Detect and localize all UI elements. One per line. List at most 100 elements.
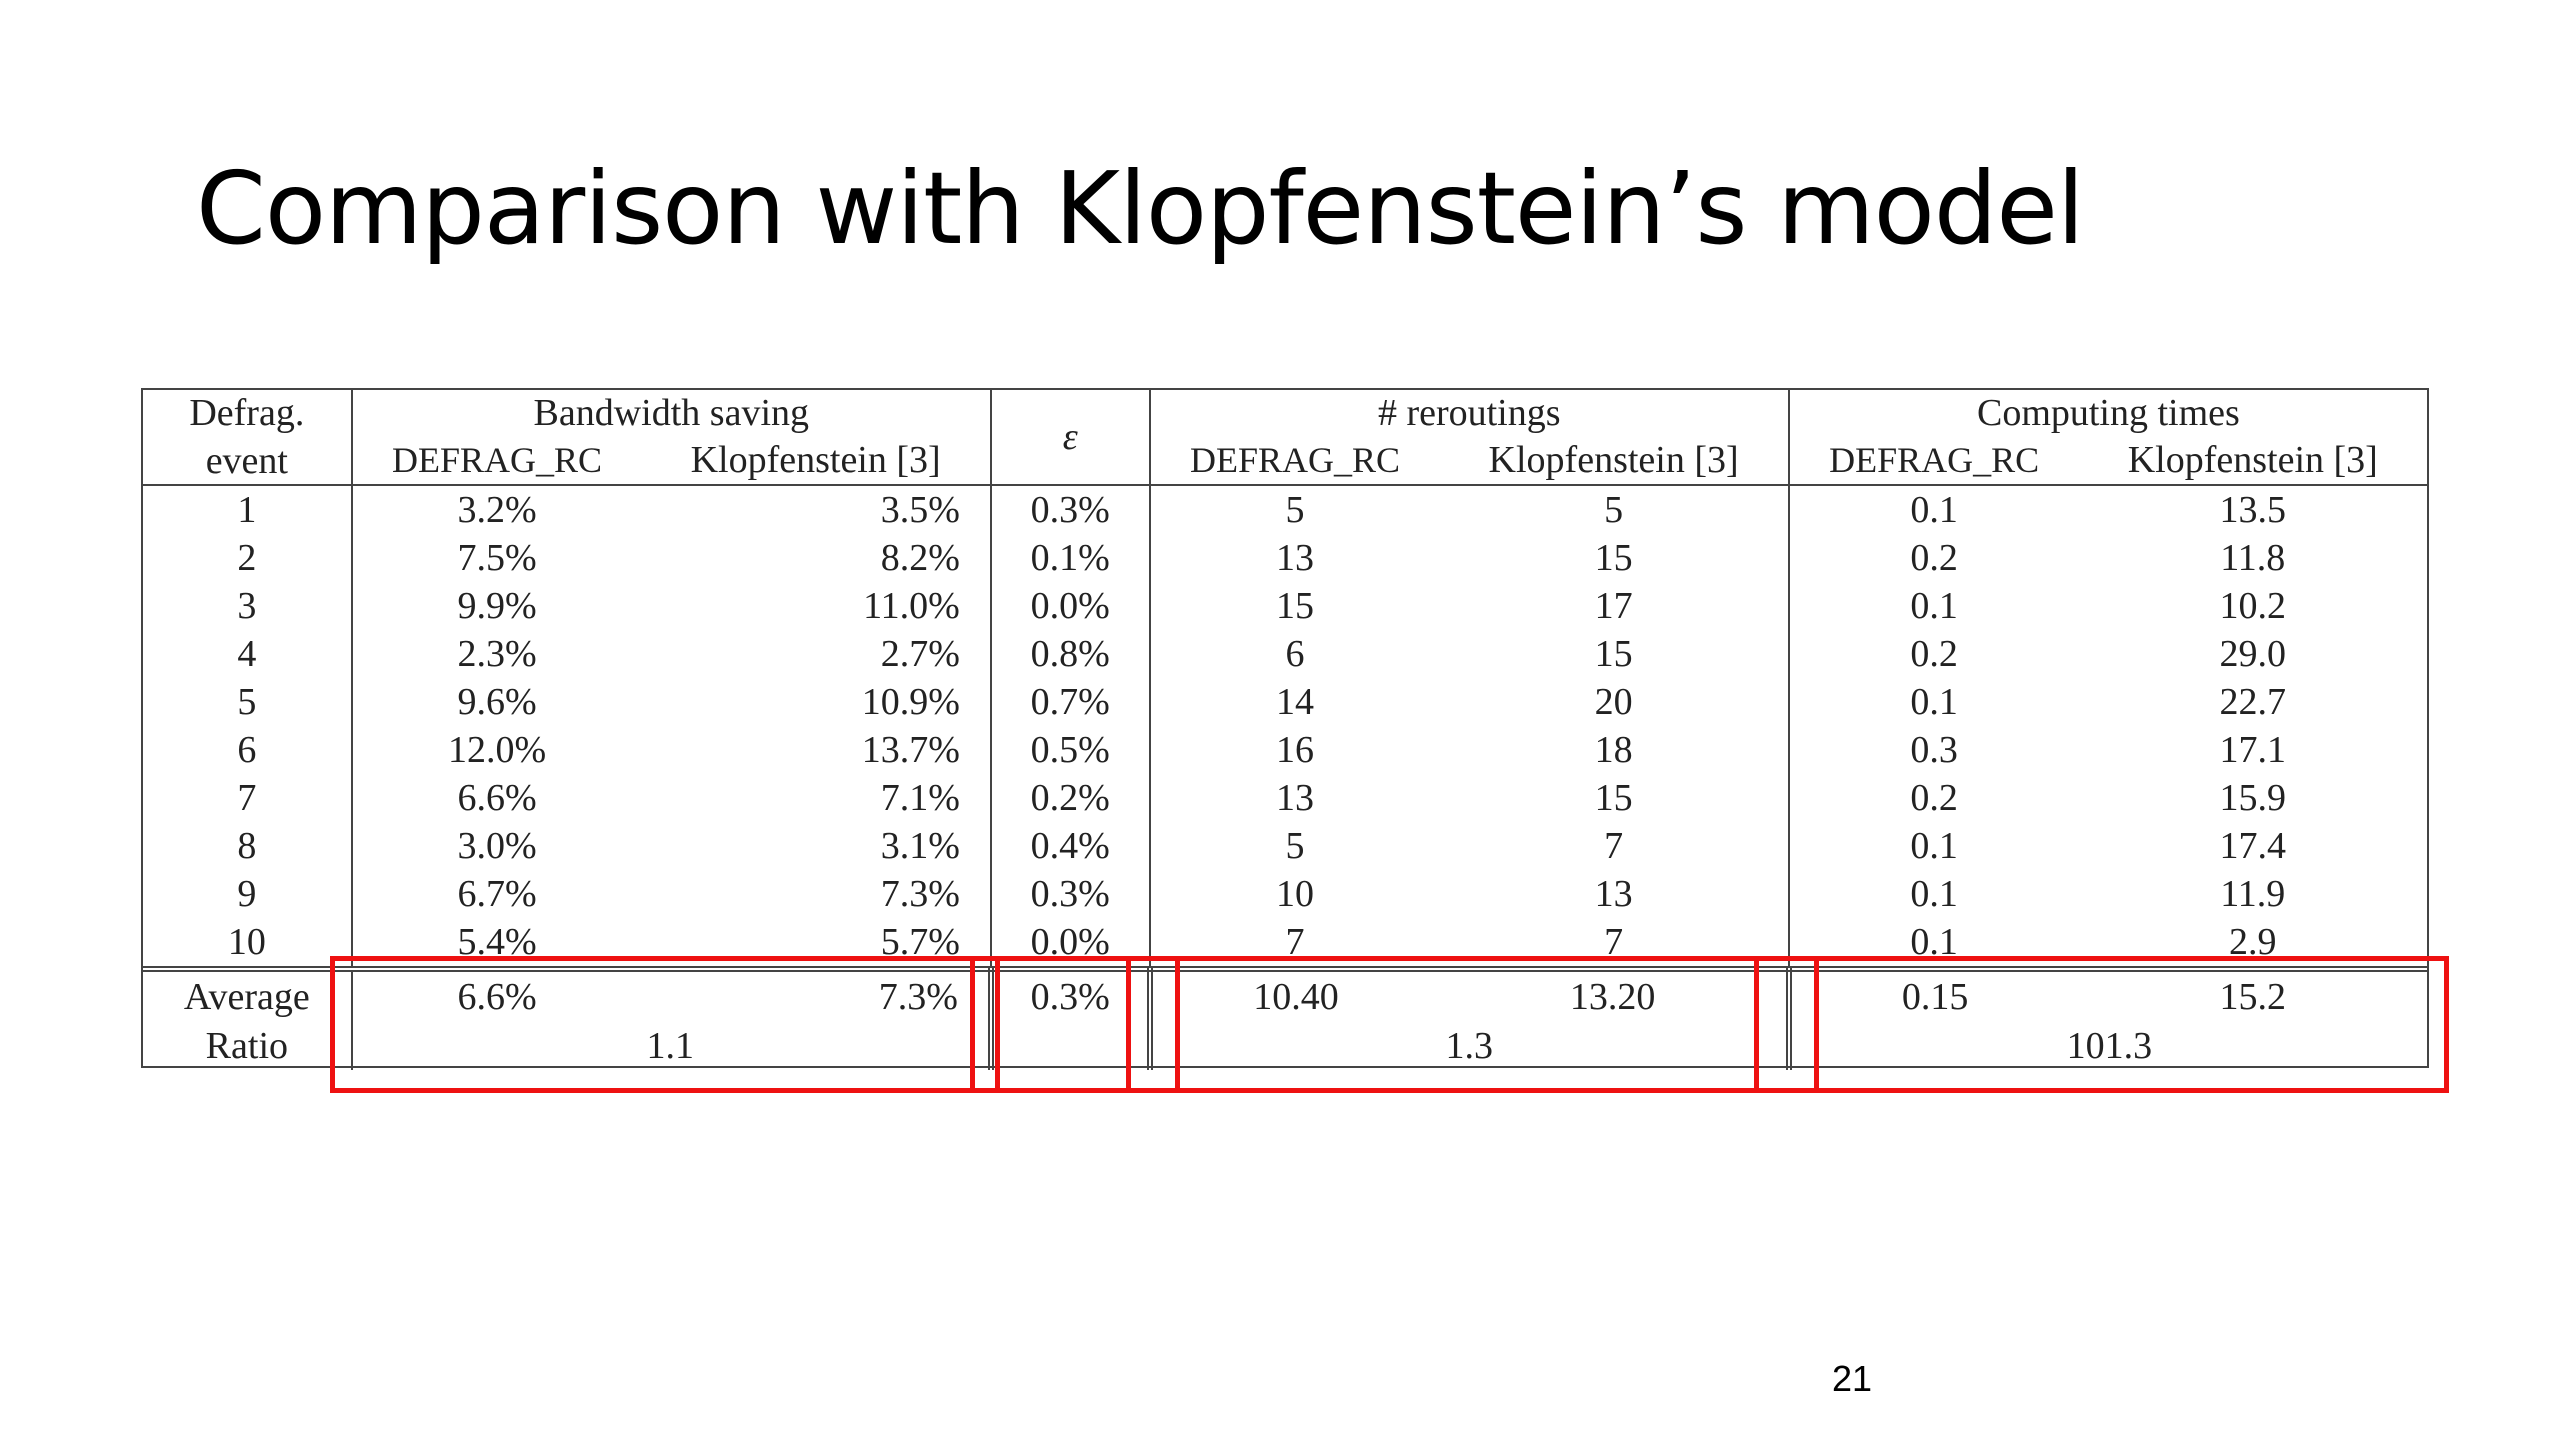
cell-rr-defrag: 13 — [1276, 537, 1315, 579]
cell-bw-defrag: 3.0% — [457, 825, 537, 867]
header-bw-klop: Klopfenstein [3] — [641, 436, 992, 486]
ratio-bandwidth: 1.1 — [351, 1022, 994, 1070]
cell-ct-klop: 15.9 — [2219, 777, 2287, 819]
cell-epsilon: 0.2% — [990, 774, 1151, 822]
cell-rr-klop: 17 — [1439, 582, 1790, 630]
cell-ct-klop: 22.7 — [2219, 681, 2287, 723]
ratio-label: Ratio — [143, 1022, 353, 1070]
cell-ct-defrag: 0.1 — [1910, 681, 1958, 723]
cell-ct-defrag: 0.2 — [1910, 537, 1958, 579]
header-event: Defrag. event — [143, 390, 353, 486]
cell-rr-klop: 5 — [1439, 485, 1790, 534]
table-row: 6 12.0% 13.7% 0.5% 16 18 0.3 17.1 — [143, 726, 2427, 774]
cell-rr-klop: 13 — [1439, 870, 1790, 918]
cell-bw-defrag: 6.7% — [457, 873, 537, 915]
average-rr-klop: 13.20 — [1439, 966, 1792, 1022]
cell-rr-defrag: 14 — [1276, 681, 1315, 723]
ratio-epsilon-empty — [990, 1022, 1153, 1070]
highlight-box-epsilon — [970, 956, 1180, 1093]
cell-rr-defrag: 5 — [1285, 825, 1305, 867]
cell-ct-defrag: 0.3 — [1910, 729, 1958, 771]
slide-title: Comparison with Klopfenstein’s model — [196, 150, 2085, 267]
cell-ct-klop: 29.0 — [2219, 633, 2287, 675]
cell-ct-defrag: 0.2 — [1910, 777, 1958, 819]
average-epsilon: 0.3% — [990, 966, 1153, 1022]
header-event-line1: Defrag. — [189, 392, 305, 434]
cell-event: 4 — [143, 630, 353, 678]
average-rr-defrag: 10.40 — [1149, 966, 1440, 1022]
cell-bw-defrag: 9.9% — [457, 585, 537, 627]
cell-ct-klop: 11.8 — [2220, 537, 2286, 579]
cell-event: 6 — [143, 726, 353, 774]
page-number: 21 — [1832, 1358, 1873, 1399]
cell-rr-defrag: 15 — [1276, 585, 1315, 627]
cell-ct-klop: 11.9 — [2220, 873, 2286, 915]
cell-event: 7 — [143, 774, 353, 822]
cell-rr-defrag: 5 — [1285, 489, 1305, 531]
cell-rr-defrag: 10 — [1276, 873, 1315, 915]
cell-bw-klop: 2.7% — [641, 630, 992, 678]
cell-bw-klop: 3.5% — [641, 485, 992, 534]
cell-event: 3 — [143, 582, 353, 630]
header-ct-defrag: DEFRAG_RC — [1788, 436, 2079, 486]
cell-rr-defrag: 16 — [1276, 729, 1315, 771]
cell-epsilon: 0.3% — [990, 485, 1151, 534]
average-ct-defrag: 0.15 — [1788, 966, 2079, 1022]
header-rr-defrag: DEFRAG_RC — [1149, 436, 1440, 486]
cell-bw-klop: 8.2% — [641, 534, 992, 582]
cell-ct-klop: 17.1 — [2219, 729, 2287, 771]
highlight-box-computing — [1754, 956, 2449, 1093]
header-reroutings: # reroutings — [1149, 390, 1790, 436]
cell-event: 9 — [143, 870, 353, 918]
cell-ct-klop: 10.2 — [2219, 585, 2287, 627]
cell-bw-defrag: 9.6% — [457, 681, 537, 723]
highlight-box-reroutings — [1126, 956, 1819, 1093]
average-label: Average — [143, 966, 353, 1022]
cell-rr-defrag: 7 — [1285, 921, 1305, 963]
header-ct-klop: Klopfenstein [3] — [2078, 436, 2427, 486]
cell-event: 1 — [143, 485, 353, 534]
cell-ct-defrag: 0.2 — [1910, 633, 1958, 675]
cell-rr-klop: 15 — [1439, 774, 1790, 822]
cell-epsilon: 0.5% — [990, 726, 1151, 774]
table-row: 4 2.3% 2.7% 0.8% 6 15 0.2 29.0 — [143, 630, 2427, 678]
cell-rr-defrag: 13 — [1276, 777, 1315, 819]
header-event-line2: event — [205, 440, 288, 482]
cell-bw-klop: 7.1% — [641, 774, 992, 822]
cell-bw-defrag: 7.5% — [457, 537, 537, 579]
cell-rr-klop: 15 — [1439, 630, 1790, 678]
header-bandwidth: Bandwidth saving — [351, 390, 992, 436]
table-row: 2 7.5% 8.2% 0.1% 13 15 0.2 11.8 — [143, 534, 2427, 582]
cell-ct-klop: 13.5 — [2219, 489, 2287, 531]
table-row: 9 6.7% 7.3% 0.3% 10 13 0.1 11.9 — [143, 870, 2427, 918]
table-row: 7 6.6% 7.1% 0.2% 13 15 0.2 15.9 — [143, 774, 2427, 822]
cell-rr-klop: 20 — [1439, 678, 1790, 726]
cell-event: 5 — [143, 678, 353, 726]
highlight-box-bandwidth — [330, 956, 1000, 1093]
cell-bw-klop: 7.3% — [641, 870, 992, 918]
cell-epsilon: 0.1% — [990, 534, 1151, 582]
header-bw-defrag: DEFRAG_RC — [351, 436, 642, 486]
cell-ct-defrag: 0.1 — [1910, 921, 1958, 963]
average-bw-klop: 7.3% — [641, 966, 994, 1022]
cell-bw-defrag: 3.2% — [457, 489, 537, 531]
cell-bw-klop: 10.9% — [641, 678, 992, 726]
average-ct-klop: 15.2 — [2078, 966, 2427, 1022]
cell-epsilon: 0.7% — [990, 678, 1151, 726]
header-epsilon: ε — [990, 390, 1151, 486]
cell-event: 10 — [143, 918, 353, 969]
cell-ct-klop: 2.9 — [2229, 921, 2277, 963]
cell-epsilon: 0.3% — [990, 870, 1151, 918]
cell-ct-defrag: 0.1 — [1910, 873, 1958, 915]
cell-bw-klop: 13.7% — [641, 726, 992, 774]
cell-bw-defrag: 2.3% — [457, 633, 537, 675]
cell-ct-defrag: 0.1 — [1910, 585, 1958, 627]
table-row: 5 9.6% 10.9% 0.7% 14 20 0.1 22.7 — [143, 678, 2427, 726]
cell-event: 2 — [143, 534, 353, 582]
ratio-reroutings: 1.3 — [1149, 1022, 1792, 1070]
cell-bw-defrag: 12.0% — [447, 729, 547, 771]
cell-ct-defrag: 0.1 — [1910, 489, 1958, 531]
cell-ct-defrag: 0.1 — [1910, 825, 1958, 867]
cell-bw-klop: 3.1% — [641, 822, 992, 870]
